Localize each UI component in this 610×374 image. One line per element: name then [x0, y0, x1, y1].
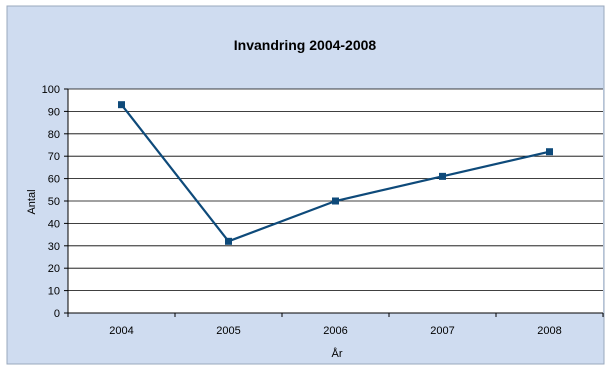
chart-title: Invandring 2004-2008 [234, 37, 377, 53]
y-tick-label: 100 [42, 84, 60, 96]
data-point-marker [225, 237, 232, 245]
data-point-marker [118, 101, 125, 109]
y-tick-label: 50 [48, 196, 60, 208]
y-tick-label: 40 [48, 218, 60, 230]
tick-labels: 0 10 20 30 40 50 60 70 80 90 100 2004 2005 2006 2007 20… [42, 84, 562, 337]
y-tick-label: 90 [48, 106, 60, 118]
y-tick-label: 80 [48, 129, 60, 141]
y-tick-label: 30 [48, 241, 60, 253]
gridlines [68, 88, 603, 292]
x-tick-label: 2006 [323, 325, 347, 337]
y-tick-label: 0 [54, 308, 60, 320]
x-tick-label: 2007 [430, 325, 454, 337]
data-point-marker [439, 172, 446, 180]
series [118, 101, 553, 245]
y-axis-label: Antal [26, 189, 38, 214]
y-tick-label: 60 [48, 174, 60, 186]
x-tick-label: 2004 [109, 325, 133, 337]
y-tick-label: 20 [48, 263, 60, 275]
x-axis-label: År [332, 347, 343, 360]
x-tick-label: 2005 [216, 325, 240, 337]
data-point-marker [546, 148, 553, 156]
x-tick-label: 2008 [537, 325, 561, 337]
y-tick-label: 10 [48, 286, 60, 298]
data-point-marker [332, 197, 339, 205]
axes [64, 88, 604, 317]
y-tick-label: 70 [48, 151, 60, 163]
